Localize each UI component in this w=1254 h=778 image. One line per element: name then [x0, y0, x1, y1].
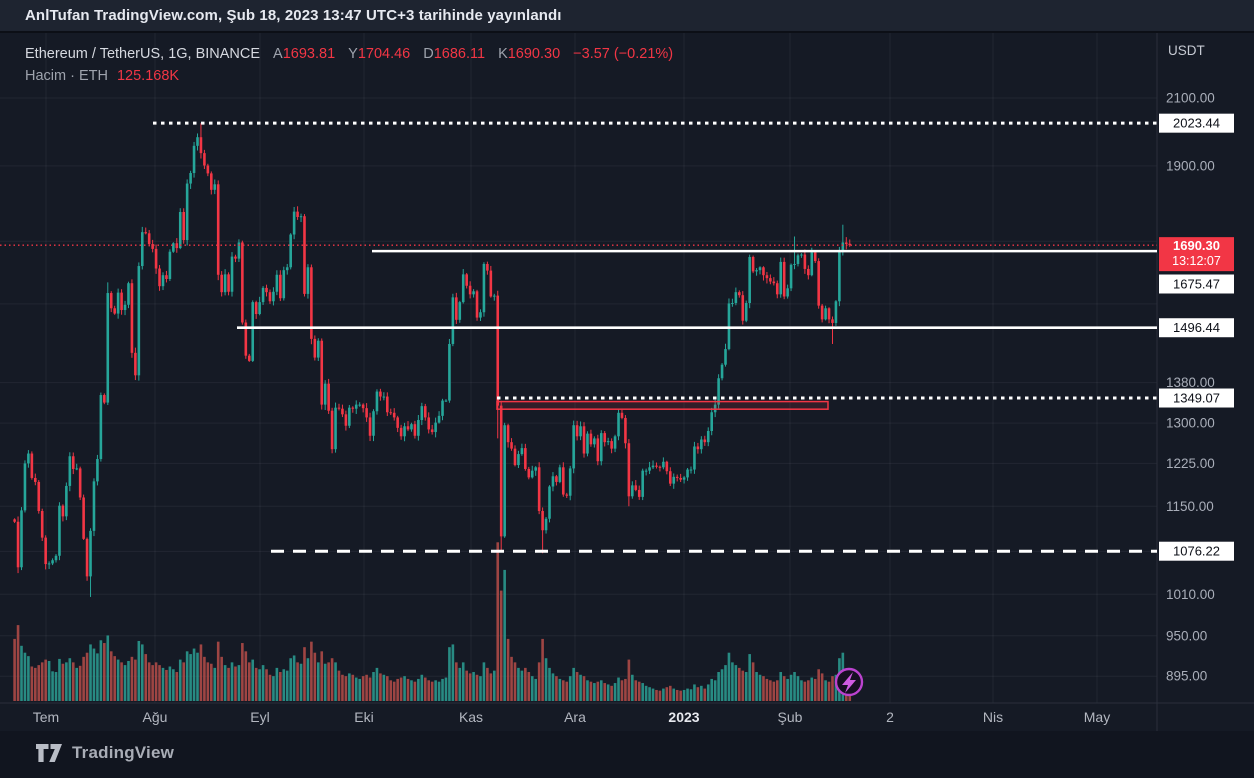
- svg-text:1690.30: 1690.30: [1173, 238, 1220, 253]
- lightning-badge[interactable]: [834, 667, 864, 697]
- svg-text:1349.07: 1349.07: [1173, 391, 1220, 406]
- svg-text:1076.22: 1076.22: [1173, 544, 1220, 559]
- price-axis[interactable]: USDT 2100.00 1900.00 1380.00 1300.00 1225.00 1…: [1166, 43, 1215, 684]
- svg-text:1150.00: 1150.00: [1166, 499, 1214, 514]
- volume-label: Hacim · ETH: [25, 68, 108, 84]
- svg-text:950.00: 950.00: [1166, 628, 1207, 643]
- month-label-Tem: Tem: [33, 709, 59, 725]
- lightning-icon: [842, 672, 856, 693]
- price-label-1076.22: [1159, 541, 1234, 561]
- month-label-Ağu: Ağu: [143, 709, 168, 725]
- axis-frame: [0, 33, 1254, 731]
- tradingview-brand-text: TradingView: [72, 743, 175, 762]
- ohlc-high: Y1704.46: [348, 46, 411, 62]
- ohlc-open: A1693.81: [273, 46, 336, 62]
- bar-close-countdown: 13:12:07: [1172, 254, 1221, 268]
- price-axis-currency: USDT: [1168, 43, 1205, 58]
- time-axis[interactable]: Tem Ağu Eyl Eki Kas Ara 2023 Şub 2 Nis May: [33, 709, 1110, 725]
- svg-text:895.00: 895.00: [1166, 669, 1207, 684]
- change-value: −3.57 (−0.21%): [573, 46, 674, 62]
- publish-bar: AnlTufan TradingView.com, Şub 18, 2023 1…: [0, 0, 1254, 33]
- svg-text:1675.47: 1675.47: [1173, 277, 1220, 292]
- month-label-May: May: [1084, 709, 1110, 725]
- gridlines: [0, 33, 1157, 703]
- level-price-labels: 2023.44 1675.47 1496.44 1349.07 1076.22: [1159, 113, 1234, 561]
- chart-legend: Ethereum / TetherUS, 1G, BINANCE A1693.8…: [25, 44, 673, 86]
- level-lines[interactable]: [153, 121, 1157, 553]
- month-label-Eyl: Eyl: [250, 709, 269, 725]
- svg-text:1496.44: 1496.44: [1173, 320, 1220, 335]
- publish-info: AnlTufan TradingView.com, Şub 18, 2023 1…: [25, 7, 562, 24]
- price-label-2023.44: [1159, 113, 1234, 133]
- price-chart[interactable]: USDT 2100.00 1900.00 1380.00 1300.00 1225.00 1…: [0, 33, 1254, 778]
- legend-symbol-row[interactable]: Ethereum / TetherUS, 1G, BINANCE A1693.8…: [25, 44, 673, 64]
- month-label-Eki: Eki: [354, 709, 373, 725]
- month-label-Şub: Şub: [778, 709, 803, 725]
- price-label-1349.07: [1159, 388, 1234, 408]
- symbol-title[interactable]: Ethereum / TetherUS, 1G, BINANCE: [25, 46, 261, 62]
- tradingview-logo-icon: [36, 744, 62, 762]
- svg-text:1300.00: 1300.00: [1166, 416, 1215, 431]
- month-label-Kas: Kas: [459, 709, 483, 725]
- svg-text:1010.00: 1010.00: [1166, 587, 1215, 602]
- svg-text:1380.00: 1380.00: [1166, 375, 1215, 390]
- svg-text:2100.00: 2100.00: [1166, 91, 1215, 106]
- footer-strip: [0, 731, 1254, 778]
- ohlc-close: K1690.30: [498, 46, 561, 62]
- svg-text:2023.44: 2023.44: [1173, 116, 1220, 131]
- volume-value: 125.168K: [116, 68, 180, 84]
- svg-text:1225.00: 1225.00: [1166, 456, 1215, 471]
- month-label-Ara: Ara: [564, 709, 586, 725]
- month-label-2: 2: [886, 709, 894, 725]
- tradingview-footer[interactable]: TradingView: [36, 743, 174, 763]
- price-label-1675.47: [1159, 274, 1234, 294]
- month-label-2023: 2023: [668, 709, 699, 725]
- supply-zone-box[interactable]: [496, 400, 829, 410]
- price-label-1496.44: [1159, 318, 1234, 338]
- svg-text:1900.00: 1900.00: [1166, 158, 1215, 173]
- legend-volume-row[interactable]: Hacim · ETH 125.168K: [25, 66, 673, 86]
- candles-layer: [13, 123, 852, 597]
- volume-layer: [13, 542, 852, 701]
- month-label-Nis: Nis: [983, 709, 1003, 725]
- ohlc-low: D1686.11: [423, 46, 486, 62]
